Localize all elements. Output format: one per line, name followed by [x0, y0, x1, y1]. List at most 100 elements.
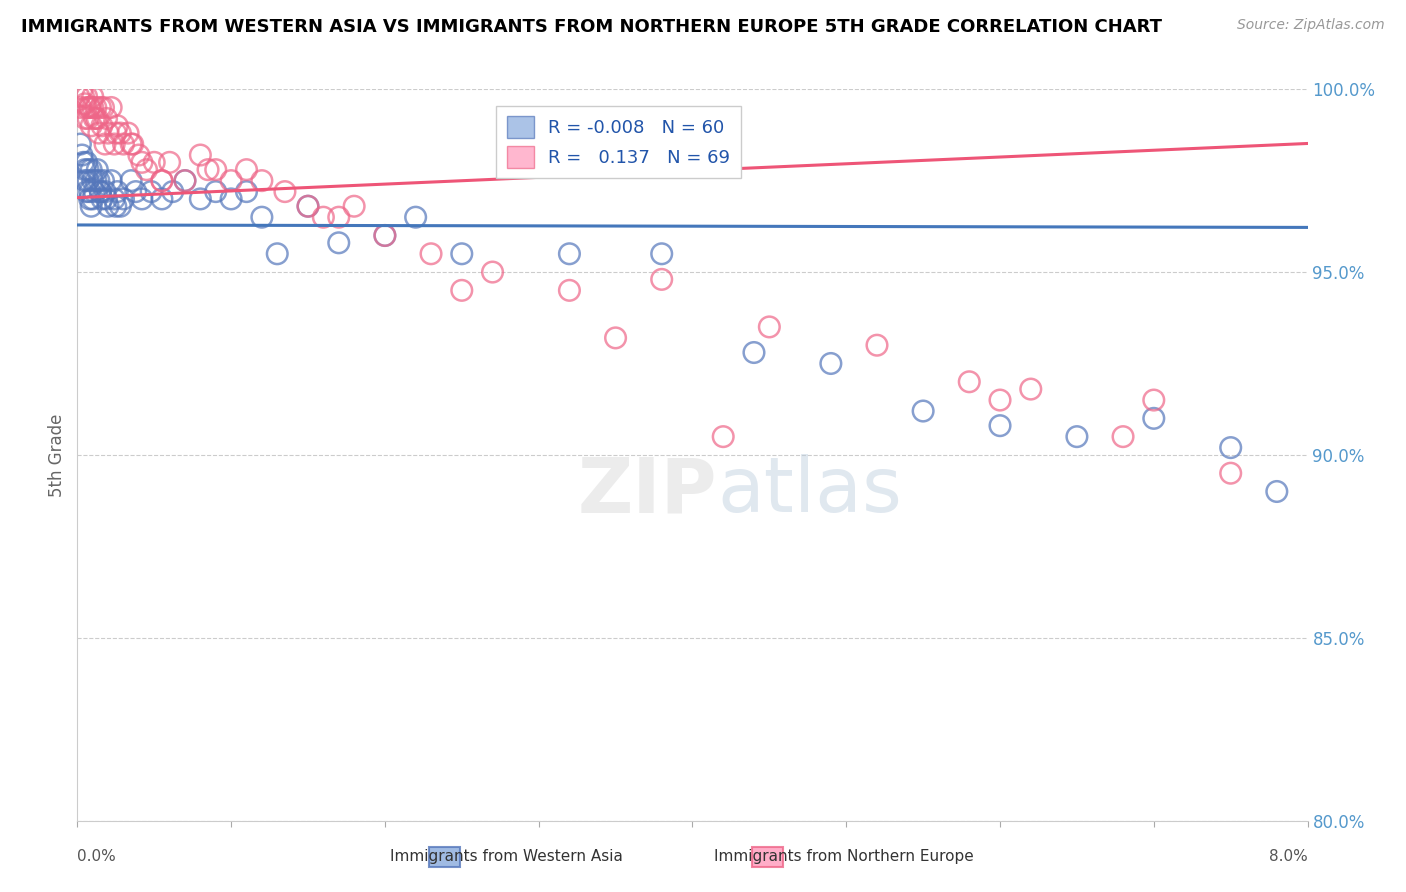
Point	[190, 148, 212, 162]
Point	[110, 199, 132, 213]
Point	[742, 345, 765, 359]
Point	[83, 185, 105, 199]
Point	[1112, 430, 1135, 444]
Point	[266, 246, 288, 260]
Point	[89, 185, 111, 199]
Point	[94, 185, 117, 199]
Point	[190, 192, 212, 206]
Point	[104, 199, 127, 213]
Point	[204, 162, 226, 177]
Point	[159, 155, 181, 169]
Point	[197, 162, 219, 177]
Point	[84, 174, 107, 188]
Point	[219, 192, 242, 206]
Point	[174, 174, 197, 188]
Point	[105, 185, 128, 199]
Point	[89, 100, 111, 114]
Point	[97, 126, 120, 140]
Point	[79, 100, 101, 114]
Point	[77, 112, 100, 126]
Point	[89, 185, 111, 199]
Point	[80, 162, 103, 177]
Point	[374, 228, 396, 243]
Point	[1219, 467, 1241, 481]
Point	[84, 112, 107, 126]
Point	[86, 162, 108, 177]
Text: Immigrants from Northern Europe: Immigrants from Northern Europe	[714, 849, 973, 863]
Point	[135, 162, 157, 177]
Point	[420, 246, 443, 260]
Point	[97, 199, 120, 213]
Point	[820, 357, 842, 371]
Point	[1265, 484, 1288, 499]
Point	[67, 89, 90, 103]
Point	[112, 136, 135, 151]
Point	[150, 174, 173, 188]
Point	[76, 185, 98, 199]
Point	[204, 185, 226, 199]
Point	[73, 112, 96, 126]
Point	[450, 246, 472, 260]
Point	[77, 162, 100, 177]
Point	[70, 148, 93, 162]
Point	[912, 404, 935, 418]
Point	[328, 211, 350, 225]
Point	[235, 185, 257, 199]
Point	[711, 430, 734, 444]
Point	[69, 136, 91, 151]
Point	[328, 235, 350, 250]
Point	[80, 119, 103, 133]
Text: Immigrants from Western Asia: Immigrants from Western Asia	[389, 849, 623, 863]
Point	[450, 284, 472, 298]
Point	[80, 199, 103, 213]
Point	[1143, 392, 1166, 407]
Point	[82, 100, 104, 114]
Point	[312, 211, 335, 225]
Point	[110, 126, 132, 140]
Point	[1066, 430, 1088, 444]
Point	[651, 272, 673, 286]
Point	[120, 136, 142, 151]
Point	[86, 112, 108, 126]
Point	[558, 246, 581, 260]
Point	[70, 82, 93, 96]
Point	[73, 96, 96, 111]
Point	[79, 192, 101, 206]
Point	[104, 126, 127, 140]
Point	[866, 338, 889, 352]
Point	[297, 199, 319, 213]
Point	[69, 100, 91, 114]
Point	[405, 211, 427, 225]
Point	[988, 392, 1011, 407]
Legend: R = -0.008   N = 60, R =   0.137   N = 69: R = -0.008 N = 60, R = 0.137 N = 69	[496, 105, 741, 178]
Point	[121, 136, 143, 151]
Point	[73, 174, 96, 188]
Point	[82, 192, 104, 206]
Point	[90, 192, 114, 206]
Point	[481, 265, 503, 279]
Point	[83, 112, 105, 126]
Point	[235, 162, 257, 177]
Point	[82, 89, 104, 103]
Point	[1019, 382, 1042, 396]
Point	[374, 228, 396, 243]
Point	[131, 155, 153, 169]
Point	[988, 418, 1011, 433]
Point	[758, 320, 780, 334]
Point	[219, 174, 242, 188]
Point	[162, 185, 184, 199]
Point	[250, 174, 273, 188]
Point	[82, 174, 104, 188]
Point	[76, 100, 98, 114]
Point	[76, 155, 98, 169]
Point	[103, 136, 125, 151]
Point	[150, 192, 173, 206]
Y-axis label: 5th Grade: 5th Grade	[48, 413, 66, 497]
Point	[72, 89, 94, 103]
Point	[957, 375, 980, 389]
Point	[84, 100, 107, 114]
Text: Source: ZipAtlas.com: Source: ZipAtlas.com	[1237, 18, 1385, 32]
Point	[131, 192, 153, 206]
Text: 0.0%: 0.0%	[77, 849, 117, 863]
Point	[79, 185, 101, 199]
